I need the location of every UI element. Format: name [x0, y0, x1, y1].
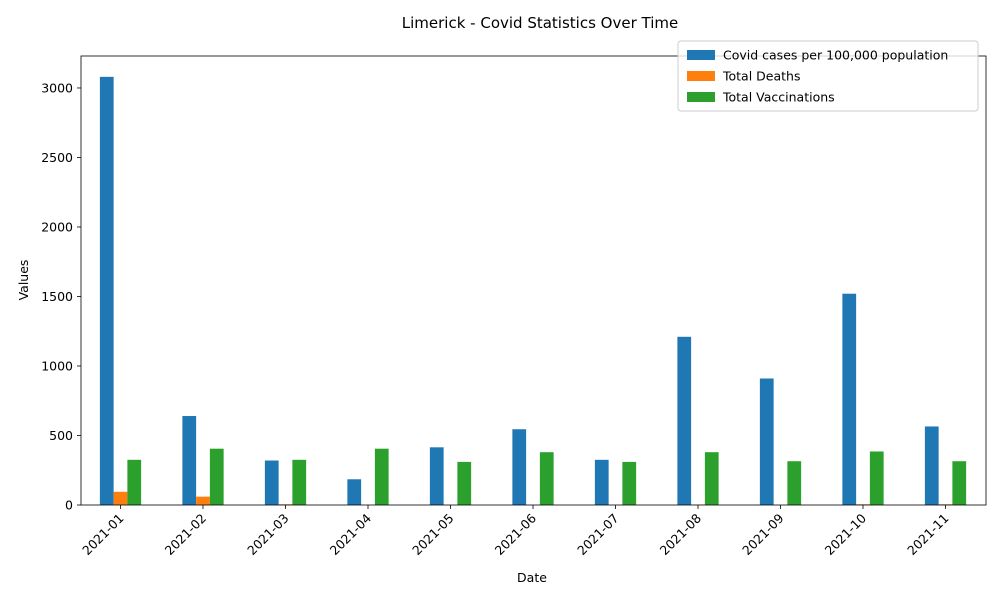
y-tick-label: 500	[49, 428, 73, 443]
bar-series3-2021-04	[375, 449, 389, 505]
legend-label: Total Vaccinations	[722, 90, 835, 105]
bar-series1-2021-11	[925, 426, 939, 505]
bar-series1-2021-02	[182, 416, 196, 505]
bar-series3-2021-10	[870, 451, 884, 505]
bar-series3-2021-01	[127, 460, 141, 505]
bar-series1-2021-04	[347, 479, 361, 505]
x-axis-label: Date	[517, 570, 547, 585]
bar-series1-2021-06	[512, 429, 526, 505]
y-tick-label: 3000	[41, 80, 73, 95]
bar-series1-2021-05	[430, 447, 444, 505]
bar-series3-2021-09	[787, 461, 801, 505]
legend-swatch	[687, 92, 715, 102]
bar-series3-2021-07	[622, 462, 636, 505]
bar-series3-2021-03	[292, 460, 306, 505]
y-axis-label: Values	[16, 260, 31, 301]
y-tick-label: 1000	[41, 358, 73, 373]
legend-swatch	[687, 71, 715, 81]
bar-series2-2021-01	[114, 492, 128, 505]
bar-series1-2021-07	[595, 460, 609, 505]
bar-series1-2021-09	[760, 379, 774, 506]
y-tick-label: 2500	[41, 150, 73, 165]
bar-series3-2021-11	[952, 461, 966, 505]
bar-series3-2021-02	[210, 449, 224, 505]
y-tick-label: 0	[65, 498, 73, 513]
legend-label: Total Deaths	[722, 69, 800, 84]
bar-series3-2021-06	[540, 452, 554, 505]
bar-series2-2021-02	[196, 497, 210, 505]
y-tick-label: 2000	[41, 219, 73, 234]
legend-label: Covid cases per 100,000 population	[723, 48, 948, 63]
bar-series1-2021-10	[842, 294, 856, 505]
legend-swatch	[687, 50, 715, 60]
bar-series3-2021-05	[457, 462, 471, 505]
bar-series1-2021-01	[100, 77, 114, 505]
bar-series1-2021-08	[677, 337, 691, 505]
bar-series1-2021-03	[265, 461, 279, 505]
bar-series3-2021-08	[705, 452, 719, 505]
chart-title: Limerick - Covid Statistics Over Time	[402, 14, 678, 32]
y-tick-label: 1500	[41, 289, 73, 304]
legend: Covid cases per 100,000 population Total …	[678, 41, 978, 111]
